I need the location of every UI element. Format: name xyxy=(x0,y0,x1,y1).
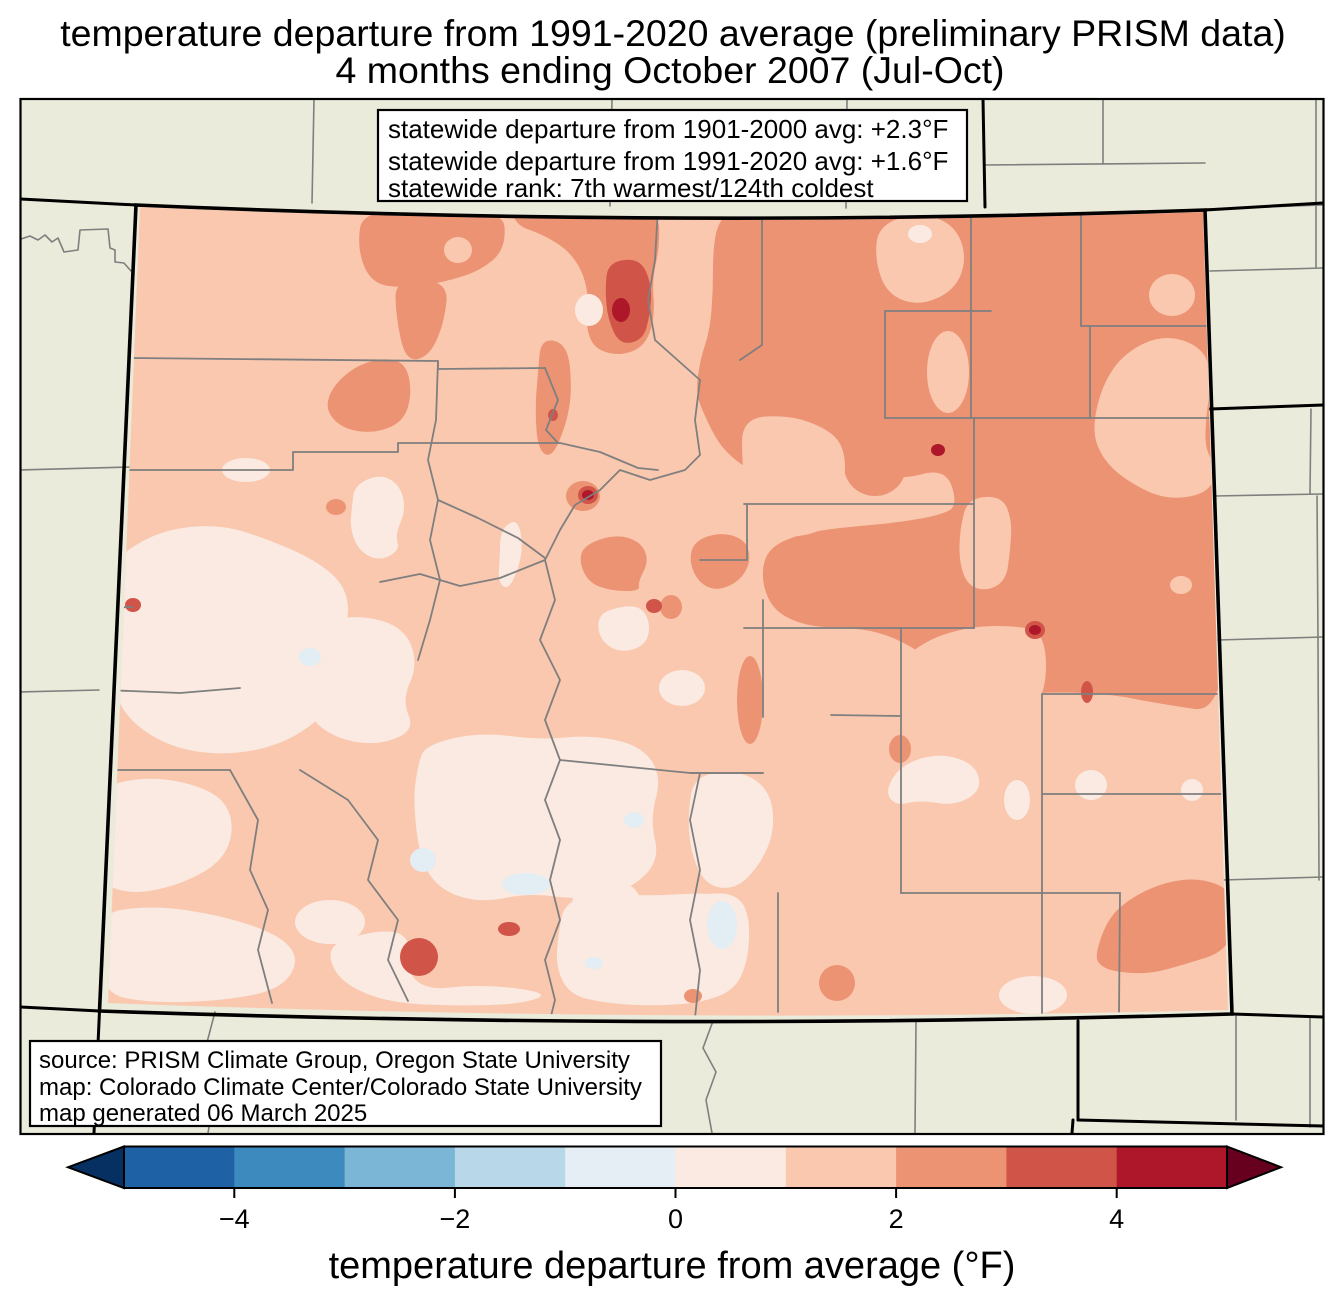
svg-text:statewide departure from 1901-: statewide departure from 1901-2000 avg: … xyxy=(388,114,948,144)
svg-text:2: 2 xyxy=(889,1204,904,1234)
svg-text:map generated 06 March 2025: map generated 06 March 2025 xyxy=(39,1100,367,1127)
svg-text:temperature departure from ave: temperature departure from average (°F) xyxy=(329,1245,1016,1287)
svg-text:temperature departure from 199: temperature departure from 1991-2020 ave… xyxy=(60,12,1286,54)
svg-text:source: PRISM Climate Group, O: source: PRISM Climate Group, Oregon Stat… xyxy=(39,1047,630,1074)
svg-text:−2: −2 xyxy=(440,1204,471,1234)
svg-text:statewide departure from 1991-: statewide departure from 1991-2020 avg: … xyxy=(388,146,948,176)
svg-text:4: 4 xyxy=(1109,1204,1124,1234)
svg-text:map: Colorado Climate Center/C: map: Colorado Climate Center/Colorado St… xyxy=(39,1074,642,1101)
svg-text:0: 0 xyxy=(668,1204,683,1234)
svg-text:4 months ending October 2007 (: 4 months ending October 2007 (Jul-Oct) xyxy=(335,49,1004,91)
svg-text:statewide rank: 7th warmest/12: statewide rank: 7th warmest/124th coldes… xyxy=(388,173,874,203)
svg-text:−4: −4 xyxy=(219,1204,250,1234)
